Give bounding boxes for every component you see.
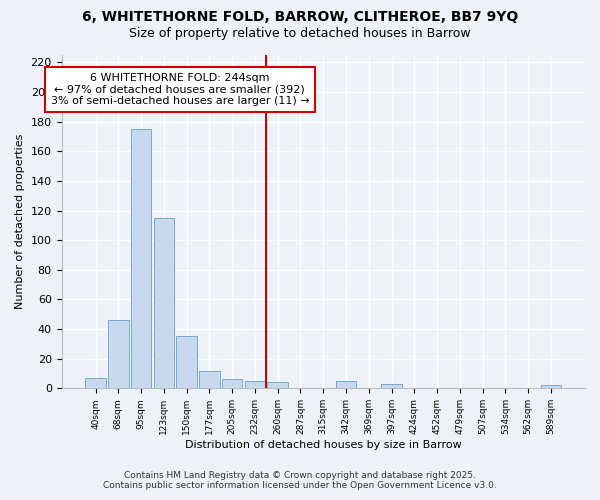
Bar <box>85 378 106 388</box>
Bar <box>154 218 174 388</box>
Text: 6, WHITETHORNE FOLD, BARROW, CLITHEROE, BB7 9YQ: 6, WHITETHORNE FOLD, BARROW, CLITHEROE, … <box>82 10 518 24</box>
Bar <box>222 380 242 388</box>
X-axis label: Distribution of detached houses by size in Barrow: Distribution of detached houses by size … <box>185 440 461 450</box>
Text: Size of property relative to detached houses in Barrow: Size of property relative to detached ho… <box>129 28 471 40</box>
Text: 6 WHITETHORNE FOLD: 244sqm
← 97% of detached houses are smaller (392)
3% of semi: 6 WHITETHORNE FOLD: 244sqm ← 97% of deta… <box>50 73 309 106</box>
Bar <box>199 370 220 388</box>
Bar <box>108 320 128 388</box>
Bar <box>382 384 402 388</box>
Y-axis label: Number of detached properties: Number of detached properties <box>15 134 25 310</box>
Bar <box>245 381 265 388</box>
Text: Contains HM Land Registry data © Crown copyright and database right 2025.
Contai: Contains HM Land Registry data © Crown c… <box>103 470 497 490</box>
Bar <box>336 381 356 388</box>
Bar <box>541 386 561 388</box>
Bar <box>176 336 197 388</box>
Bar <box>268 382 288 388</box>
Bar <box>131 129 151 388</box>
